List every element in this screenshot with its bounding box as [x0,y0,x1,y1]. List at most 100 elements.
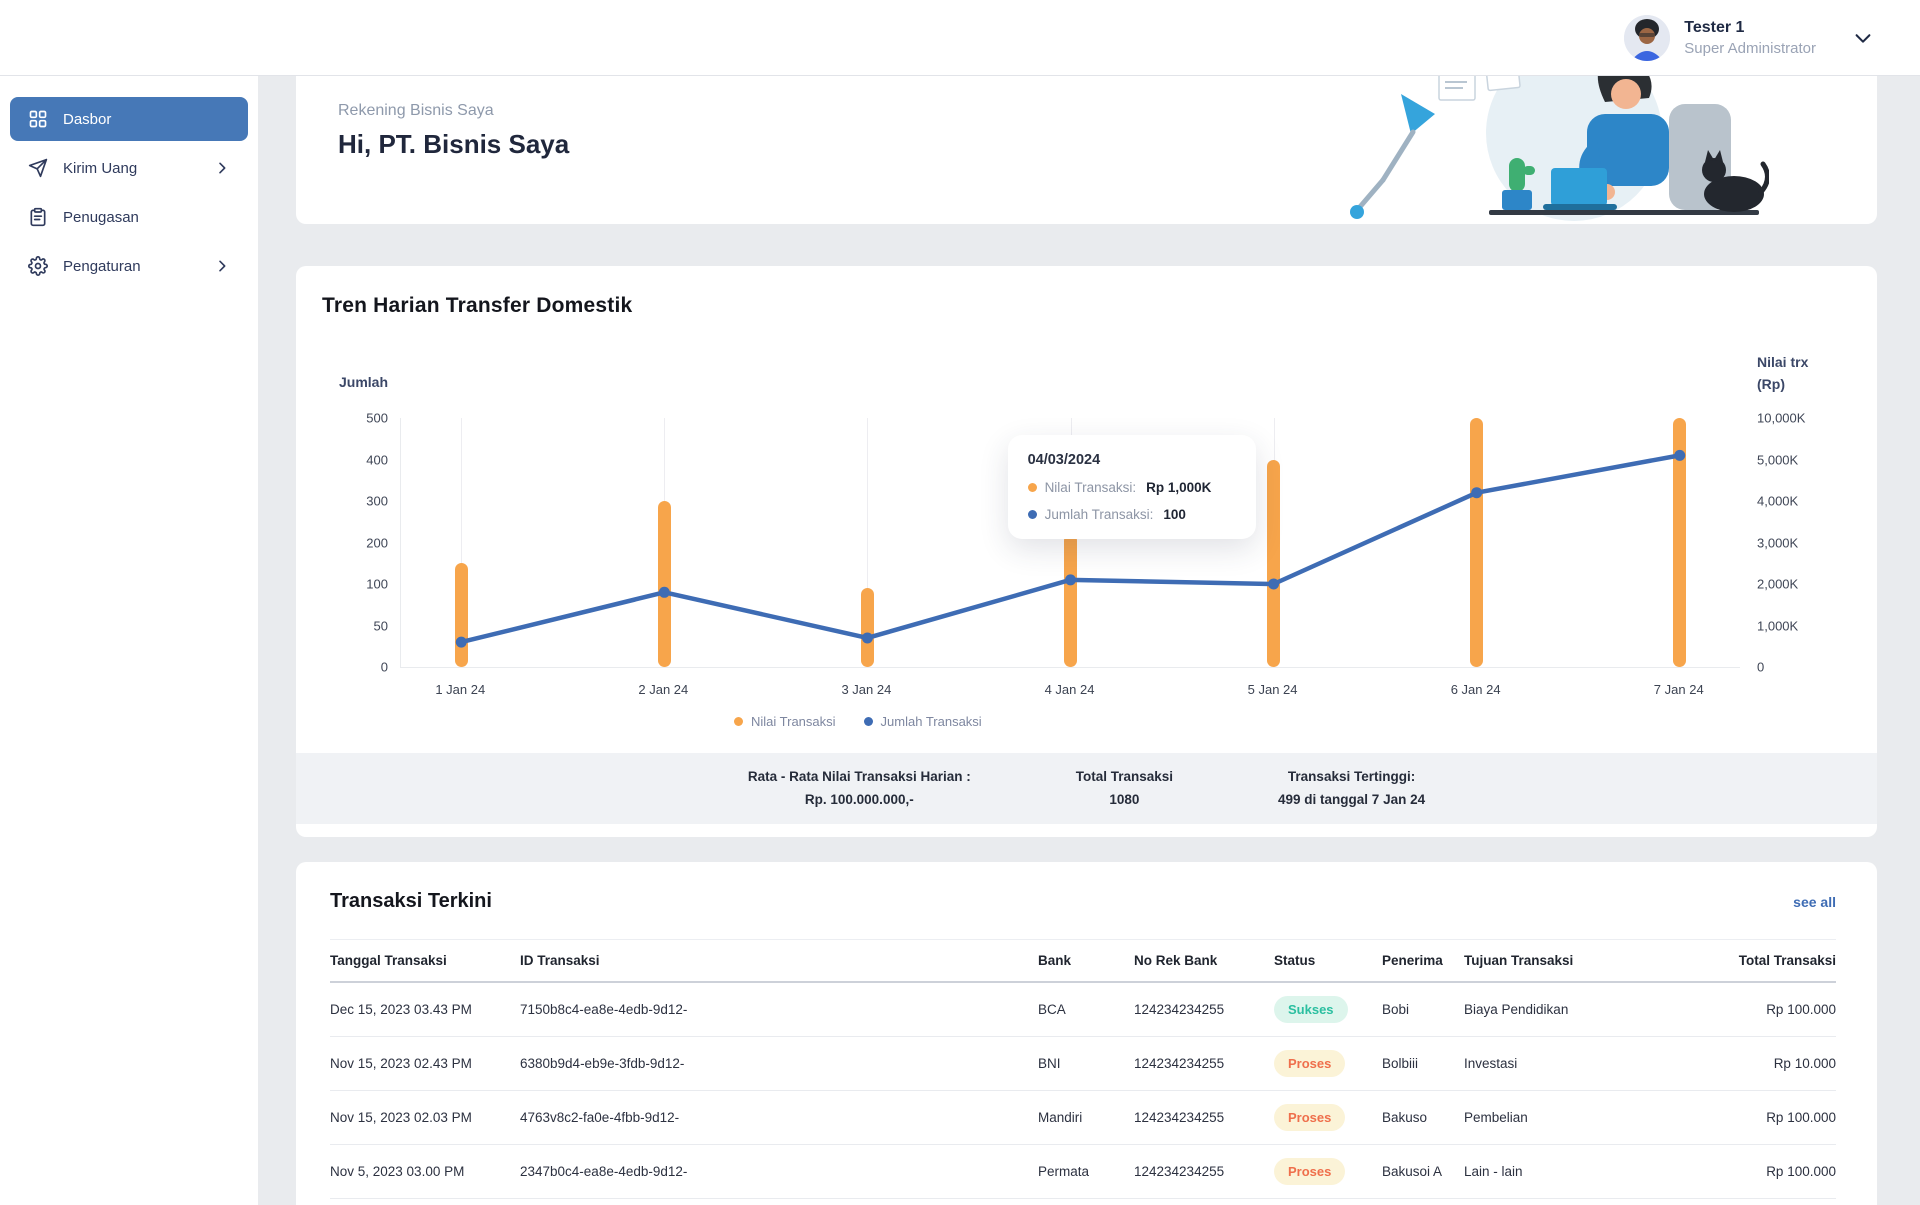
col-tanggal-transaksi: Tanggal Transaksi [330,953,447,968]
hero-illustration [1350,45,1769,221]
user-role: Super Administrator [1684,39,1816,57]
sidebar-item-penugasan[interactable]: Penugasan [10,195,248,239]
bar-nilai-transaksi[interactable] [1064,534,1077,667]
blue-dot-icon [863,717,873,726]
col-id-transaksi: ID Transaksi [520,953,600,968]
chart-tooltip: 04/03/2024 Nilai Transaksi: Rp 1,000K Ju… [1007,435,1256,539]
top-header: Tester 1 Super Administrator [0,0,1920,76]
left-axis-tick: 100 [366,576,388,592]
grid-line [461,418,463,667]
orange-dot-icon [1027,483,1037,492]
col-no-rek-bank: No Rek Bank [1134,953,1218,968]
line-point[interactable] [1065,574,1077,586]
cell-id: 7150b8c4-ea8e-4edb-9d12- [520,1002,688,1017]
x-axis-label: 5 Jan 24 [1247,682,1298,697]
greeting-subtitle: Rekening Bisnis Saya [338,102,494,119]
line-point[interactable] [1674,449,1686,461]
cell-tujuan: Biaya Pendidikan [1464,1002,1569,1017]
right-axis-tick: 2,000K [1757,576,1799,592]
chart-title: Tren Harian Transfer Domestik [322,294,633,317]
sidebar-item-label: Dasbor [63,110,112,128]
avatar [1624,14,1671,61]
left-axis-title: Jumlah [338,374,388,390]
legend-label: Nilai Transaksi [751,714,836,729]
table-row: Nov 15, 2023 02.03 PM 4763v8c2-fa0e-4fbb-… [330,1091,1836,1145]
sidebar-item-label: Pengaturan [63,257,141,275]
cell-tujuan: Pembelian [1464,1110,1528,1125]
x-axis-label: 1 Jan 24 [435,682,486,697]
line-point[interactable] [1268,578,1280,590]
cell-bank: Mandiri [1038,1110,1083,1125]
col-total-transaksi: Total Transaksi [1738,953,1836,968]
cell-bank: BNI [1038,1056,1061,1071]
status-badge: Proses [1274,1158,1346,1185]
user-name: Tester 1 [1684,18,1745,36]
cell-no-rek: 124234234255 [1134,1110,1225,1125]
table-title: Transaksi Terkini [330,890,492,912]
left-axis-tick: 300 [366,493,388,509]
x-axis-label: 3 Jan 24 [841,682,892,697]
right-axis-tick: 4,000K [1757,493,1799,509]
transactions-table: Tanggal Transaksi ID Transaksi Bank No R… [330,939,1836,1199]
cell-no-rek: 124234234255 [1134,1002,1225,1017]
legend-label: Jumlah Transaksi [880,714,982,729]
sidebar-item-kirim-uang[interactable]: Kirim Uang [10,146,248,190]
sidebar-item-dasbor[interactable]: Dasbor [10,97,248,141]
cell-total: Rp 100.000 [1766,1002,1836,1017]
right-axis-tick: 5,000K [1757,452,1799,467]
cell-status: Proses [1274,1091,1382,1145]
stat-highest-transaction: Transaksi Tertinggi: 499 di tanggal 7 Ja… [1278,768,1426,807]
chevron-right-icon [219,260,226,272]
legend-item-jumlah-transaksi[interactable]: Jumlah Transaksi [863,714,982,729]
chart-card: Tren Harian Transfer Domestik Jumlah Nil… [296,266,1877,837]
stat-average-daily-value: Rata - Rata Nilai Transaksi Harian : Rp.… [747,768,971,807]
cell-id: 6380b9d4-eb9e-3fdb-9d12- [520,1056,685,1071]
cell-tujuan: Lain - lain [1464,1164,1523,1179]
left-axis-tick: 50 [373,618,388,633]
recent-transactions-card: Transaksi Terkini see all Tanggal Transa… [296,862,1877,1205]
x-axis-label: 4 Jan 24 [1044,682,1095,697]
cell-tanggal: Dec 15, 2023 03.43 PM [330,1002,472,1017]
chart-area: Jumlah Nilai trx (Rp) 04/03/2024 Nilai T… [296,354,1877,697]
orange-dot-icon [734,717,743,726]
line-point[interactable] [1471,487,1483,499]
bar-nilai-transaksi[interactable] [860,588,874,667]
bar-nilai-transaksi[interactable] [1267,459,1281,667]
tooltip-row: Jumlah Transaksi: 100 [1027,507,1236,522]
col-status: Status [1274,953,1316,968]
left-axis-tick: 500 [366,410,388,426]
avatar-illustration [1624,14,1671,61]
bar-nilai-transaksi[interactable] [1673,418,1687,667]
cell-tujuan: Investasi [1464,1056,1518,1071]
sidebar-item-pengaturan[interactable]: Pengaturan [10,244,248,288]
see-all-link[interactable]: see all [1793,893,1836,910]
status-badge: Proses [1274,1050,1346,1077]
cell-bank: BCA [1038,1002,1066,1017]
sidebar-item-label: Penugasan [63,208,139,226]
sidebar: Dasbor Kirim Uang Penugasan Pengaturan [0,76,258,1205]
greeting-text: Rekening Bisnis Saya Hi, PT. Bisnis Saya [338,102,569,160]
left-axis-tick: 0 [380,659,388,675]
line-point[interactable] [455,636,467,648]
right-axis-tick: 1,000K [1757,618,1799,633]
user-menu[interactable]: Tester 1 Super Administrator [1624,14,1874,61]
blue-dot-icon [1027,510,1037,519]
col-bank: Bank [1038,953,1072,968]
bar-nilai-transaksi[interactable] [1470,418,1484,667]
cell-penerima: Bobi [1382,1002,1410,1017]
bar-nilai-transaksi[interactable] [657,501,671,667]
grid-line [867,418,869,667]
line-point[interactable] [861,632,873,644]
cell-no-rek: 124234234255 [1134,1164,1225,1179]
x-axis-label: 7 Jan 24 [1653,682,1704,697]
chevron-down-icon [1855,33,1871,43]
table-row: Dec 15, 2023 03.43 PM 7150b8c4-ea8e-4edb-… [330,982,1836,1037]
cell-bank: Permata [1038,1164,1090,1179]
cell-total: Rp 10.000 [1773,1056,1836,1071]
clipboard-icon [30,207,46,227]
line-point[interactable] [658,586,670,598]
cell-status: Sukses [1274,982,1382,1037]
stat-total-transactions: Total Transaksi 1080 [1075,768,1174,807]
legend-item-nilai-transaksi[interactable]: Nilai Transaksi [734,714,836,729]
chart-summary: Rata - Rata Nilai Transaksi Harian : Rp.… [296,753,1877,824]
